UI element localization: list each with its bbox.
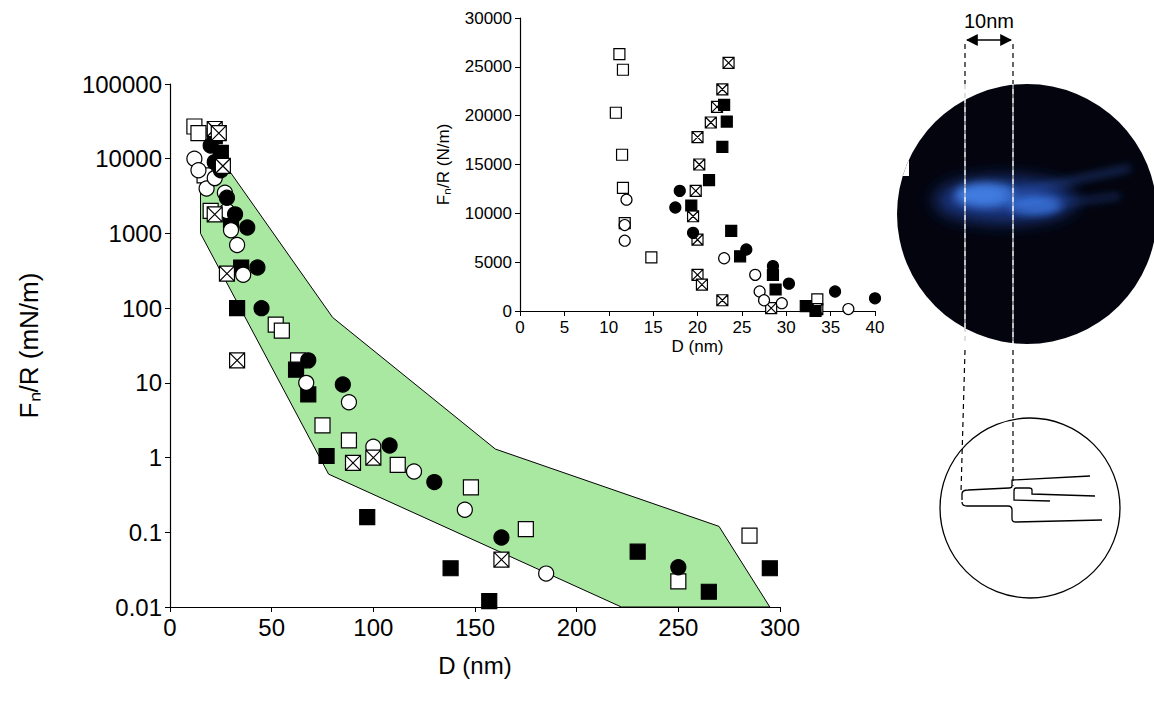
- svg-text:15000: 15000: [465, 155, 512, 174]
- svg-text:Fₙ/R (mN/m): Fₙ/R (mN/m): [14, 273, 44, 419]
- svg-text:0.1: 0.1: [129, 519, 162, 546]
- svg-text:35: 35: [821, 318, 840, 337]
- svg-text:0: 0: [163, 614, 176, 641]
- svg-text:D (nm): D (nm): [438, 652, 511, 679]
- svg-text:Fₙ/R (N/m): Fₙ/R (N/m): [434, 124, 453, 206]
- svg-text:5000: 5000: [474, 253, 512, 272]
- svg-text:10000: 10000: [95, 145, 162, 172]
- svg-text:250: 250: [658, 614, 698, 641]
- svg-text:10000: 10000: [465, 204, 512, 223]
- svg-text:25: 25: [732, 318, 751, 337]
- svg-text:1: 1: [149, 444, 162, 471]
- svg-text:300: 300: [760, 614, 800, 641]
- svg-text:100: 100: [353, 614, 393, 641]
- svg-text:30000: 30000: [465, 9, 512, 28]
- svg-text:0: 0: [515, 318, 524, 337]
- svg-text:D (nm): D (nm): [672, 337, 724, 356]
- svg-text:5: 5: [560, 318, 569, 337]
- svg-text:30: 30: [777, 318, 796, 337]
- svg-text:10nm: 10nm: [964, 10, 1014, 32]
- svg-text:1000: 1000: [109, 220, 162, 247]
- svg-text:50: 50: [258, 614, 285, 641]
- svg-text:10: 10: [135, 369, 162, 396]
- svg-text:150: 150: [455, 614, 495, 641]
- svg-text:15: 15: [644, 318, 663, 337]
- svg-text:100: 100: [122, 295, 162, 322]
- svg-text:0.01: 0.01: [115, 594, 162, 621]
- svg-text:10: 10: [599, 318, 618, 337]
- svg-text:100000: 100000: [82, 71, 162, 98]
- svg-text:0: 0: [503, 302, 512, 321]
- svg-text:40: 40: [866, 318, 885, 337]
- svg-text:20000: 20000: [465, 106, 512, 125]
- svg-text:20: 20: [688, 318, 707, 337]
- svg-text:200: 200: [557, 614, 597, 641]
- svg-text:25000: 25000: [465, 57, 512, 76]
